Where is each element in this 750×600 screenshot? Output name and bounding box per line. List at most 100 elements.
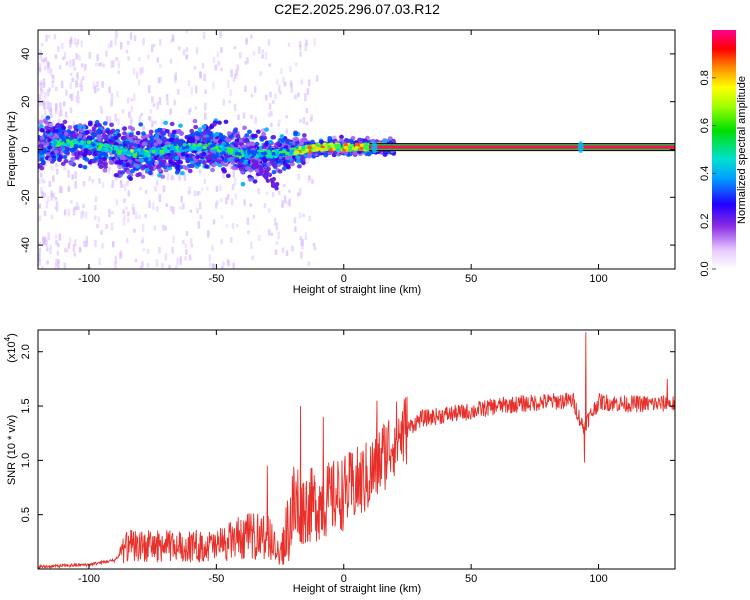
spectrogram-cell bbox=[211, 122, 217, 127]
spectrogram-speckle bbox=[135, 71, 139, 79]
spectrogram-ridge-cell bbox=[269, 154, 274, 159]
spectrogram-cell bbox=[148, 139, 154, 144]
spectrogram-cell bbox=[259, 137, 265, 142]
spectrogram-cell bbox=[39, 135, 45, 141]
spectrogram-ridge-cell bbox=[304, 148, 309, 153]
spectrogram-speckle bbox=[272, 100, 275, 104]
spectrogram-speckle bbox=[114, 261, 117, 269]
spectrogram-speckle bbox=[194, 85, 198, 94]
spectrogram-speckle bbox=[122, 218, 125, 226]
spectrogram-cell bbox=[82, 152, 88, 158]
spectrogram-speckle bbox=[151, 96, 154, 103]
spectrogram-speckle bbox=[264, 51, 268, 60]
spectrogram-speckle bbox=[299, 51, 302, 57]
spectrogram-speckle bbox=[81, 76, 85, 81]
snr-panel: -100 -50 0 50 100 0.5 1.0 1.5 2.0 Height of str… bbox=[3, 329, 676, 595]
spectrogram-speckle bbox=[233, 46, 237, 50]
spectrogram-speckle bbox=[261, 55, 264, 59]
spectrogram-speckle bbox=[144, 190, 148, 194]
spectrogram-speckle bbox=[212, 57, 216, 64]
snr-multiplier-base: (x10 bbox=[6, 341, 18, 362]
spectrogram-speckle bbox=[282, 76, 285, 83]
spectrogram-speckle bbox=[96, 54, 99, 62]
spectrogram-speckle bbox=[187, 80, 191, 87]
spectrogram-speckle bbox=[74, 206, 78, 211]
spectrogram-speckle bbox=[45, 247, 49, 252]
spectrogram-cell bbox=[357, 137, 362, 143]
spectrogram-cell bbox=[202, 160, 207, 165]
spectrogram-speckle bbox=[253, 86, 257, 93]
spectrogram-cell bbox=[217, 139, 223, 144]
spectrogram-speckle bbox=[251, 255, 254, 261]
spectrogram-speckle bbox=[127, 211, 130, 217]
spectrogram-speckle bbox=[39, 89, 43, 98]
spectrogram-speckle bbox=[300, 251, 303, 259]
spectrogram-ridge-cell bbox=[258, 153, 263, 157]
spectrogram-xtick-label: 100 bbox=[589, 273, 607, 285]
spectrogram-ridge-cell bbox=[214, 145, 219, 150]
spectrogram-speckle bbox=[215, 185, 219, 192]
spectrogram-speckle bbox=[212, 263, 215, 269]
spectrogram-speckle bbox=[64, 111, 68, 118]
spectrogram-speckle bbox=[225, 224, 229, 228]
spectrogram-speckle bbox=[129, 119, 133, 125]
spectrogram-cell bbox=[192, 118, 198, 124]
spectrogram-speckle bbox=[252, 50, 256, 56]
spectrogram-speckle bbox=[67, 170, 70, 178]
spectrogram-speckle bbox=[115, 57, 118, 61]
spectrogram-cell bbox=[38, 119, 44, 125]
spectrogram-cell bbox=[323, 152, 329, 158]
spectrogram-ridge-cell bbox=[363, 142, 368, 147]
spectrogram-cell bbox=[137, 172, 142, 177]
spectrogram-speckle bbox=[221, 171, 225, 179]
spectrogram-cell bbox=[102, 121, 108, 126]
spectrogram-cell bbox=[82, 164, 88, 170]
spectrogram-speckle bbox=[47, 62, 50, 69]
spectrogram-speckle bbox=[58, 64, 62, 70]
spectrogram-speckle bbox=[112, 173, 116, 177]
spectrogram-cell bbox=[279, 134, 285, 139]
spectrogram-y-ticks: -40 -20 0 20 40 bbox=[20, 48, 675, 253]
spectrogram-cell bbox=[68, 161, 74, 166]
spectrogram-cell bbox=[310, 139, 315, 144]
spectrogram-speckle bbox=[115, 30, 118, 39]
spectrogram-cell bbox=[280, 138, 286, 143]
spectrogram-speckle bbox=[281, 200, 284, 208]
spectrogram-xtick-label: -50 bbox=[208, 273, 224, 285]
spectrogram-speckle bbox=[41, 266, 44, 269]
spectrogram-speckle bbox=[203, 178, 207, 184]
spectrogram-cell bbox=[197, 127, 203, 132]
colorbar-tick-label: 0.4 bbox=[699, 166, 711, 181]
spectrogram-speckle bbox=[94, 239, 97, 248]
chart-title: C2E2.2025.296.07.03.R12 bbox=[274, 1, 440, 17]
spectrogram-speckle bbox=[108, 209, 111, 218]
spectrogram-cell bbox=[44, 120, 49, 125]
spectrogram-speckle bbox=[48, 119, 51, 124]
spectrogram-speckle bbox=[185, 30, 188, 34]
spectrogram-speckle bbox=[84, 211, 88, 219]
spectrogram-cell bbox=[87, 122, 93, 127]
spectrogram-speckle bbox=[58, 110, 61, 118]
spectrogram-speckle bbox=[212, 81, 215, 89]
spectrogram-speckle bbox=[49, 247, 52, 255]
spectrogram-speckle bbox=[133, 228, 136, 233]
spectrogram-speckle bbox=[159, 39, 162, 46]
spectrogram-cell bbox=[157, 173, 162, 178]
spectrogram-speckle bbox=[190, 243, 194, 248]
spectrogram-speckle bbox=[54, 234, 58, 239]
spectrogram-speckle bbox=[172, 235, 175, 243]
spectrogram-speckle bbox=[43, 82, 46, 88]
spectrogram-cell bbox=[127, 125, 133, 130]
spectrogram-ridge-cell bbox=[73, 144, 78, 148]
spectrogram-speckle bbox=[152, 103, 156, 107]
spectrogram-ridge-cell bbox=[159, 149, 164, 154]
spectrogram-cell bbox=[91, 132, 97, 138]
spectrogram-ridge-cell bbox=[240, 150, 245, 155]
spectrogram-speckle bbox=[105, 116, 109, 123]
spectrogram-speckle bbox=[222, 99, 225, 106]
spectrogram-speckle bbox=[294, 94, 297, 100]
snr-series-line bbox=[38, 332, 675, 569]
spectrogram-speckle bbox=[179, 258, 182, 266]
spectrogram-cell bbox=[83, 148, 89, 153]
